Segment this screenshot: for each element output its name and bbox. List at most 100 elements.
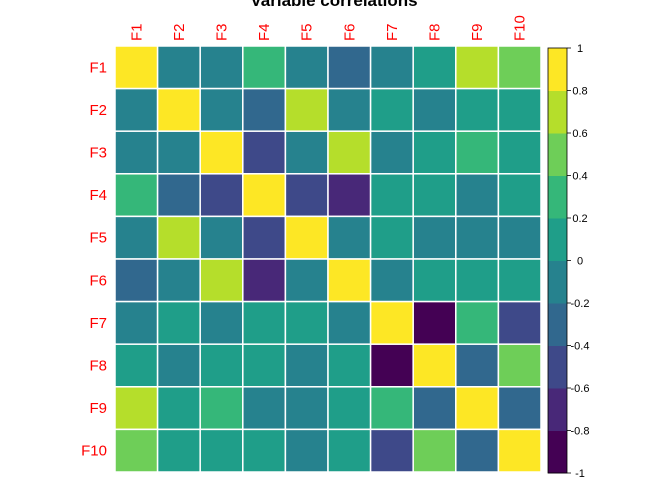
heatmap-cell-F4-F8 [412,173,457,218]
row-label-F3: F3 [89,145,107,162]
heatmap-cell-F9-F2 [156,386,201,431]
heatmap-cell-F2-F5 [284,87,329,132]
colorbar-segment [548,430,567,474]
heatmap-cell-F7-F2 [156,300,201,345]
heatmap-cell-F2-F10 [497,87,542,132]
heatmap-cell-F9-F4 [242,386,287,431]
heatmap-cell-F5-F10 [497,215,542,260]
column-label-F9: F9 [469,23,486,41]
heatmap-cell-F5-F5 [284,215,329,260]
heatmap-cell-F3-F3 [199,130,244,175]
chart-title: Variable correlations [250,0,417,10]
heatmap-cell-F2-F2 [156,87,201,132]
heatmap-cell-F6-F4 [242,258,287,303]
heatmap-cell-F3-F4 [242,130,287,175]
colorbar-segment [548,345,567,389]
heatmap-cell-F6-F10 [497,258,542,303]
heatmap-cell-F3-F10 [497,130,542,175]
heatmap-cell-F5-F1 [114,215,159,260]
column-label-F6: F6 [341,23,358,41]
row-label-F6: F6 [89,272,107,289]
colorbar-tick-label: -1 [575,468,585,480]
heatmap-cell-F5-F3 [199,215,244,260]
colorbar-legend: 1 0.8 0.6 0.4 0.2 0 -0.2 -0.4 -0.6 -0.8 -1 [547,43,590,480]
heatmap-cell-F7-F10 [497,300,542,345]
heatmap-cell-F4-F2 [156,173,201,218]
heatmap-cell-F10-F2 [156,428,201,473]
heatmap-cell-F3-F5 [284,130,329,175]
heatmap-cell-F7-F4 [242,300,287,345]
heatmap-cell-F9-F3 [199,386,244,431]
heatmap-cell-F3-F7 [369,130,414,175]
colorbar-tick-label: 0.6 [572,128,587,140]
heatmap-cell-F4-F4 [242,173,287,218]
heatmap-cell-F6-F2 [156,258,201,303]
colorbar-segment [548,388,567,431]
heatmap-cell-F2-F3 [199,87,244,132]
heatmap-cell-F1-F5 [284,45,329,90]
heatmap-cell-F4-F3 [199,173,244,218]
heatmap-cell-F10-F10 [497,428,542,473]
heatmap-cell-F10-F5 [284,428,329,473]
column-label-F10: F10 [512,15,529,41]
colorbar-tick-label: -0.6 [571,383,590,395]
colorbar-segment [548,90,567,134]
heatmap-cell-F9-F10 [497,386,542,431]
colorbar-tick-label: 1 [577,43,583,55]
heatmap-cell-F9-F6 [327,386,372,431]
heatmap-cell-F1-F6 [327,45,372,90]
heatmap-cell-F3-F2 [156,130,201,175]
heatmap-cell-F2-F6 [327,87,372,132]
colorbar-tick-label: 0 [577,256,583,268]
heatmap-cell-F5-F9 [455,215,500,260]
colorbar-tick-label: 0.8 [572,86,587,98]
column-label-F4: F4 [256,23,273,41]
heatmap-cell-F2-F4 [242,87,287,132]
row-label-F8: F8 [89,358,107,375]
heatmap-cell-F4-F1 [114,173,159,218]
heatmap-cell-F6-F7 [369,258,414,303]
colorbar-tick-label: 0.4 [572,171,587,183]
row-label-F1: F1 [89,59,107,76]
heatmap-cell-F3-F1 [114,130,159,175]
column-label-F2: F2 [171,23,188,41]
heatmap-cell-F2-F1 [114,87,159,132]
heatmap-cell-F7-F6 [327,300,372,345]
heatmap-cell-F7-F7 [369,300,414,345]
heatmap-cell-F6-F1 [114,258,159,303]
row-label-F4: F4 [89,187,107,204]
heatmap-cell-F9-F5 [284,386,329,431]
heatmap-cell-F9-F8 [412,386,457,431]
colorbar-tick-label: 0.2 [572,213,587,225]
heatmap-cell-F10-F9 [455,428,500,473]
row-label-F5: F5 [89,230,107,247]
heatmap-cell-F9-F9 [455,386,500,431]
heatmap-cell-F8-F9 [455,343,500,388]
heatmap-cell-F1-F3 [199,45,244,90]
heatmap-cell-F4-F6 [327,173,372,218]
colorbar-segment [548,175,567,219]
heatmap-cell-F8-F8 [412,343,457,388]
heatmap-cell-F3-F9 [455,130,500,175]
heatmap-cell-F1-F7 [369,45,414,90]
heatmap-cell-F2-F9 [455,87,500,132]
heatmap-cell-F10-F7 [369,428,414,473]
heatmap-cell-F10-F3 [199,428,244,473]
heatmap-cell-F1-F10 [497,45,542,90]
heatmap-cell-F7-F3 [199,300,244,345]
heatmap-cell-F6-F8 [412,258,457,303]
row-label-F2: F2 [89,102,107,119]
colorbar-segment [548,218,567,261]
heatmap-cell-F4-F10 [497,173,542,218]
heatmap-cell-F2-F8 [412,87,457,132]
column-label-F5: F5 [299,23,316,41]
heatmap-cell-F6-F6 [327,258,372,303]
heatmap-cell-F4-F9 [455,173,500,218]
heatmap-cell-F8-F3 [199,343,244,388]
heatmap-cell-F8-F4 [242,343,287,388]
heatmap-cell-F8-F5 [284,343,329,388]
heatmap-cell-F9-F1 [114,386,159,431]
heatmap-cell-F3-F6 [327,130,372,175]
heatmap-cell-F4-F7 [369,173,414,218]
